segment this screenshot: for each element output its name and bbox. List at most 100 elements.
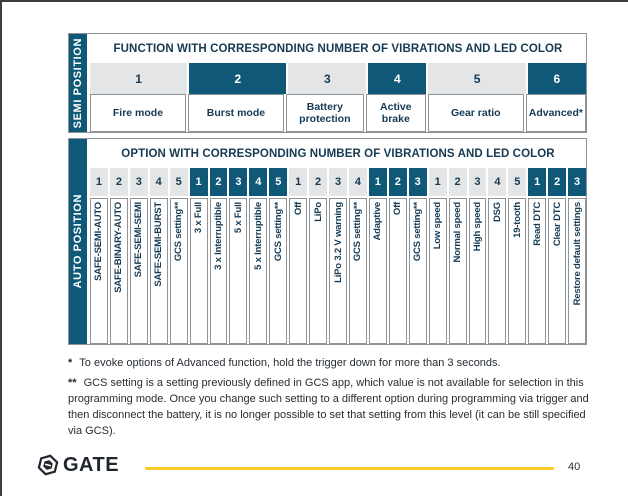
option-column: 4 DSG — [488, 168, 507, 344]
option-label: Normal speed — [452, 202, 464, 263]
function-label-cell: Burst mode — [187, 94, 284, 132]
option-number-cell: 2 — [448, 168, 467, 196]
option-column: 4 GCS setting** — [348, 168, 367, 344]
option-column: 3 LiPo 3.2 V warning — [329, 168, 347, 344]
option-number-cell: 1 — [528, 168, 547, 196]
option-column: 5 GCS setting** — [169, 168, 188, 344]
option-column: 5 GCS setting** — [269, 168, 288, 344]
option-label-cell: 5 x Interruptible — [249, 198, 268, 344]
footnote-text: GCS setting is a setting previously defi… — [68, 376, 589, 437]
function-table-header: FUNCTION WITH CORRESPONDING NUMBER OF VI… — [113, 42, 563, 55]
semi-position-label: SEMI POSITION — [72, 37, 84, 129]
function-label: Gear ratio — [450, 106, 501, 119]
function-label: Advanced* — [528, 106, 584, 119]
function-label-cell: Battery protection — [285, 94, 364, 132]
function-label: Active brake — [380, 100, 412, 125]
option-label: SAFE-BINARY-AUTO — [113, 202, 125, 293]
option-column: 2 Normal speed — [448, 168, 467, 344]
function-number-cell: 2 — [189, 63, 287, 94]
option-label-cell: SAFE-SEMI-BURST — [149, 198, 168, 344]
option-column: 5 19-tooth — [508, 168, 527, 344]
option-number-cell: 4 — [149, 168, 168, 196]
option-number-cell: 4 — [348, 168, 367, 196]
option-number-cell: 2 — [209, 168, 228, 196]
option-label-cell: Off — [388, 198, 407, 344]
option-label-cell: 3 x Full — [189, 198, 208, 344]
function-number-cell: 3 — [288, 63, 367, 94]
option-column: 1 3 x Full — [189, 168, 208, 344]
auto-position-label: AUTO POSITION — [72, 194, 84, 289]
option-label-cell: DSG — [488, 198, 507, 344]
option-number-cell: 4 — [488, 168, 507, 196]
option-label-cell: 3 x Interruptible — [209, 198, 228, 344]
option-label-cell: SAFE-SEMI-SEMI — [129, 198, 148, 344]
option-label-cell: Restore default settings — [568, 198, 587, 344]
option-label: Off — [292, 202, 304, 216]
semi-position-side-bar: SEMI POSITION — [69, 34, 87, 132]
option-label: Read DTC — [531, 202, 543, 246]
option-label: 5 x Interruptible — [252, 202, 264, 270]
auto-table-content: OPTION WITH CORRESPONDING NUMBER OF VIBR… — [90, 139, 587, 344]
function-label: Fire mode — [112, 106, 164, 119]
option-label: Restore default settings — [571, 202, 583, 306]
option-column: 4 5 x Interruptible — [249, 168, 268, 344]
option-label: 5 x Full — [232, 202, 244, 234]
option-number-cell: 2 — [388, 168, 407, 196]
option-label-cell: GCS setting** — [269, 198, 288, 344]
option-number-cell: 3 — [129, 168, 148, 196]
option-label: SAFE-SEMI-BURST — [153, 202, 165, 287]
option-number-cell: 3 — [329, 168, 347, 196]
option-label: LiPo — [312, 202, 324, 222]
gate-hexagon-logo-icon — [37, 454, 59, 476]
gate-logo-text: GATE — [63, 453, 120, 476]
page-number: 40 — [568, 461, 581, 473]
option-label: 19-tooth — [511, 202, 523, 238]
option-number-cell: 4 — [249, 168, 268, 196]
option-label-cell: LiPo 3.2 V warning — [329, 198, 347, 344]
auto-position-table: AUTO POSITION OPTION WITH CORRESPONDING … — [68, 138, 587, 345]
option-number-cell: 1 — [289, 168, 308, 196]
function-label-row: Fire mode Burst mode Battery protection Act… — [90, 94, 587, 132]
option-column: 2 3 x Interruptible — [209, 168, 228, 344]
option-column: 2 LiPo — [309, 168, 328, 344]
option-number-cell: 3 — [568, 168, 587, 196]
function-label-cell: Gear ratio — [427, 94, 524, 132]
option-label-cell: GCS setting** — [348, 198, 367, 344]
option-label: Off — [392, 202, 404, 216]
option-column: 3 Restore default settings — [568, 168, 587, 344]
option-label: LiPo 3.2 V warning — [332, 202, 344, 283]
option-number-cell: 2 — [109, 168, 128, 196]
option-label-cell: LiPo — [309, 198, 328, 344]
option-label: 3 x Interruptible — [212, 202, 224, 270]
function-label-cell: Active brake — [365, 94, 426, 132]
option-column: 1 SAFE-SEMI-AUTO — [90, 168, 108, 344]
option-label-cell: GCS setting** — [408, 198, 427, 344]
option-column: 1 Low speed — [428, 168, 447, 344]
option-label-cell: SAFE-SEMI-AUTO — [90, 198, 108, 344]
option-column: 3 5 x Full — [229, 168, 248, 344]
footnote-marker: ** — [68, 376, 77, 389]
option-label: SAFE-SEMI-SEMI — [133, 202, 145, 278]
footnotes: * To evoke options of Advanced function, … — [68, 356, 592, 444]
option-label-cell: 19-tooth — [508, 198, 527, 344]
option-table-header: OPTION WITH CORRESPONDING NUMBER OF VIBR… — [121, 147, 555, 160]
semi-position-table: SEMI POSITION FUNCTION WITH CORRESPONDIN… — [68, 33, 587, 133]
option-label-cell: SAFE-BINARY-AUTO — [109, 198, 128, 344]
auto-position-side-bar: AUTO POSITION — [69, 139, 87, 344]
option-label-cell: 5 x Full — [229, 198, 248, 344]
footer-logo: GATE — [36, 453, 119, 477]
function-label: Burst mode — [206, 106, 266, 119]
function-number-cell: 4 — [368, 63, 427, 94]
option-label: 3 x Full — [193, 202, 205, 234]
option-number-cell: 1 — [90, 168, 108, 196]
option-column: 1 Off — [289, 168, 308, 344]
option-column: 4 SAFE-SEMI-BURST — [149, 168, 168, 344]
option-number-cell: 3 — [468, 168, 487, 196]
option-column: 3 GCS setting** — [408, 168, 427, 344]
footnote: * To evoke options of Advanced function, … — [68, 356, 592, 372]
option-label-cell: High speed — [468, 198, 487, 344]
option-label-cell: Adaptive — [368, 198, 387, 344]
footer-divider-line — [145, 467, 554, 470]
